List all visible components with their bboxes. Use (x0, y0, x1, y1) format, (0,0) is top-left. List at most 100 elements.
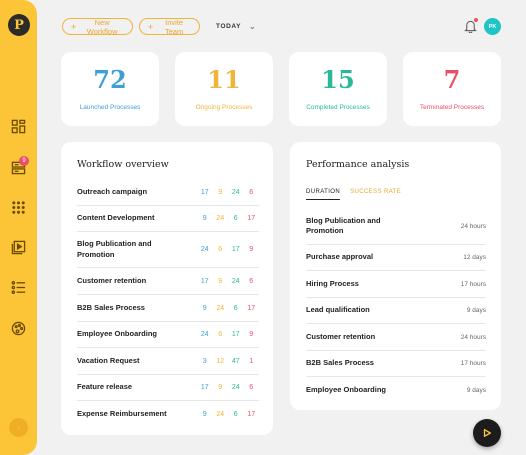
count-completed: 17 (231, 331, 240, 338)
count-launched: 17 (200, 277, 209, 285)
app-logo[interactable]: P (8, 14, 30, 36)
chevron-right-icon: › (17, 422, 20, 433)
count-launched: 9 (202, 410, 207, 418)
table-row[interactable]: Outreach campaign 17 9 24 6 (77, 180, 259, 206)
count-terminated: 6 (249, 189, 254, 196)
count-completed: 24 (231, 384, 240, 391)
stat-card-launched: 72 Launched Processes (61, 52, 159, 126)
stat-card-ongoing: 11 Ongoing Processes (175, 52, 273, 126)
count-completed: 17 (231, 246, 240, 253)
process-name: Lead qualification (306, 305, 370, 315)
process-duration: 17 hours (460, 280, 486, 288)
media-icon[interactable] (11, 240, 26, 255)
stat-label: Ongoing Processes (195, 103, 253, 111)
performance-analysis-panel: Performance analysis DURATION SUCCESS RA… (290, 142, 501, 410)
list-icon[interactable] (11, 280, 26, 295)
date-filter-value: TODAY (216, 23, 242, 30)
count-ongoing: 6 (218, 331, 223, 338)
count-completed: 24 (231, 277, 240, 285)
table-row[interactable]: Blog Publication and Promotion 24 6 17 9 (77, 232, 259, 268)
invite-team-label: Invite Team (164, 17, 184, 36)
tab-success-rate[interactable]: SUCCESS RATE (350, 189, 402, 195)
count-launched: 9 (202, 304, 207, 312)
table-row[interactable]: Customer retention 17 9 24 6 (77, 268, 259, 295)
list-item[interactable]: Employee Onboarding 9 days (306, 377, 486, 403)
workflow-name: Outreach campaign (77, 187, 148, 197)
process-name: Customer retention (306, 331, 376, 341)
workflow-name: Feature release (77, 382, 133, 392)
plus-icon: + (71, 21, 77, 32)
count-ongoing: 12 (216, 357, 225, 365)
sidebar: P 9 › (0, 0, 37, 455)
table-row[interactable]: Expense Reimbursement 9 24 6 17 (77, 401, 259, 427)
list-item[interactable]: Blog Publication and Promotion 24 hours (306, 208, 486, 245)
table-row[interactable]: Content Development 9 24 6 17 (77, 206, 259, 232)
count-ongoing: 9 (218, 189, 223, 196)
process-duration: 24 hours (460, 333, 486, 341)
process-name: Employee Onboarding (306, 384, 387, 394)
count-terminated: 9 (249, 246, 254, 253)
list-item[interactable]: Customer retention 24 hours (306, 324, 486, 351)
invite-team-button[interactable]: + Invite Team (139, 17, 200, 36)
process-name: Purchase approval (306, 252, 374, 262)
count-ongoing: 24 (216, 304, 225, 312)
tab-duration[interactable]: DURATION (306, 189, 341, 200)
workflow-name: Employee Onboarding (77, 329, 158, 339)
sidebar-collapse-button[interactable]: › (9, 418, 28, 437)
count-launched: 3 (202, 357, 207, 365)
workflow-name: Customer retention (77, 275, 147, 285)
process-duration: 9 days (466, 307, 486, 314)
stat-label: Terminated Processes (419, 103, 485, 111)
dashboard-icon[interactable] (11, 119, 26, 134)
stat-label: Completed Processes (306, 103, 370, 111)
notification-dot (474, 18, 478, 22)
avatar[interactable]: PK (484, 18, 501, 35)
count-completed: 24 (231, 189, 240, 196)
palette-icon[interactable] (11, 321, 26, 336)
count-completed: 6 (233, 304, 238, 312)
new-workflow-button[interactable]: + New Workflow (62, 17, 133, 36)
workflow-name: Vacation Request (77, 355, 140, 365)
bell-icon[interactable] (464, 19, 477, 34)
count-ongoing: 9 (218, 277, 223, 285)
process-duration: 9 days (466, 386, 486, 394)
play-icon (483, 429, 491, 437)
new-workflow-label: New Workflow (86, 17, 118, 36)
list-item[interactable]: Purchase approval 12 days (306, 245, 486, 271)
list-item[interactable]: Hiring Process 17 hours (306, 271, 486, 298)
count-terminated: 17 (247, 215, 256, 222)
workflows-badge: 9 (19, 156, 29, 166)
process-name: Blog Publication and Promotion (306, 215, 381, 235)
stat-card-completed: 15 Completed Processes (289, 52, 387, 126)
count-launched: 24 (200, 331, 209, 338)
count-ongoing: 24 (216, 215, 225, 222)
count-ongoing: 24 (216, 410, 225, 418)
panel-title: Workflow overview (77, 159, 169, 170)
process-name: B2B Sales Process (306, 358, 374, 368)
table-row[interactable]: Employee Onboarding 24 6 17 9 (77, 322, 259, 348)
date-filter-dropdown[interactable]: TODAY ⌄ (216, 22, 256, 31)
stat-value: 15 (321, 64, 355, 94)
process-name: Hiring Process (306, 278, 359, 288)
table-row[interactable]: Vacation Request 3 12 47 1 (77, 348, 259, 375)
workflow-name: Content Development (77, 213, 155, 223)
table-row[interactable]: Feature release 17 9 24 6 (77, 375, 259, 401)
stat-value: 72 (93, 64, 127, 94)
play-button[interactable] (473, 419, 501, 447)
list-item[interactable]: B2B Sales Process 17 hours (306, 351, 486, 377)
stat-value: 11 (207, 64, 241, 94)
stat-card-terminated: 7 Terminated Processes (403, 52, 501, 126)
count-completed: 47 (231, 357, 240, 365)
count-terminated: 9 (249, 331, 254, 338)
plus-icon: + (148, 21, 154, 32)
table-row[interactable]: B2B Sales Process 9 24 6 17 (77, 295, 259, 322)
count-launched: 9 (202, 215, 207, 222)
list-item[interactable]: Lead qualification 9 days (306, 298, 486, 324)
count-terminated: 1 (249, 357, 254, 365)
process-duration: 17 hours (460, 360, 486, 367)
count-launched: 24 (200, 246, 209, 253)
workflow-name: Blog Publication and Promotion (77, 239, 152, 259)
workflow-name: B2B Sales Process (77, 302, 145, 312)
grid-apps-icon[interactable] (11, 200, 26, 215)
count-launched: 17 (200, 189, 209, 196)
